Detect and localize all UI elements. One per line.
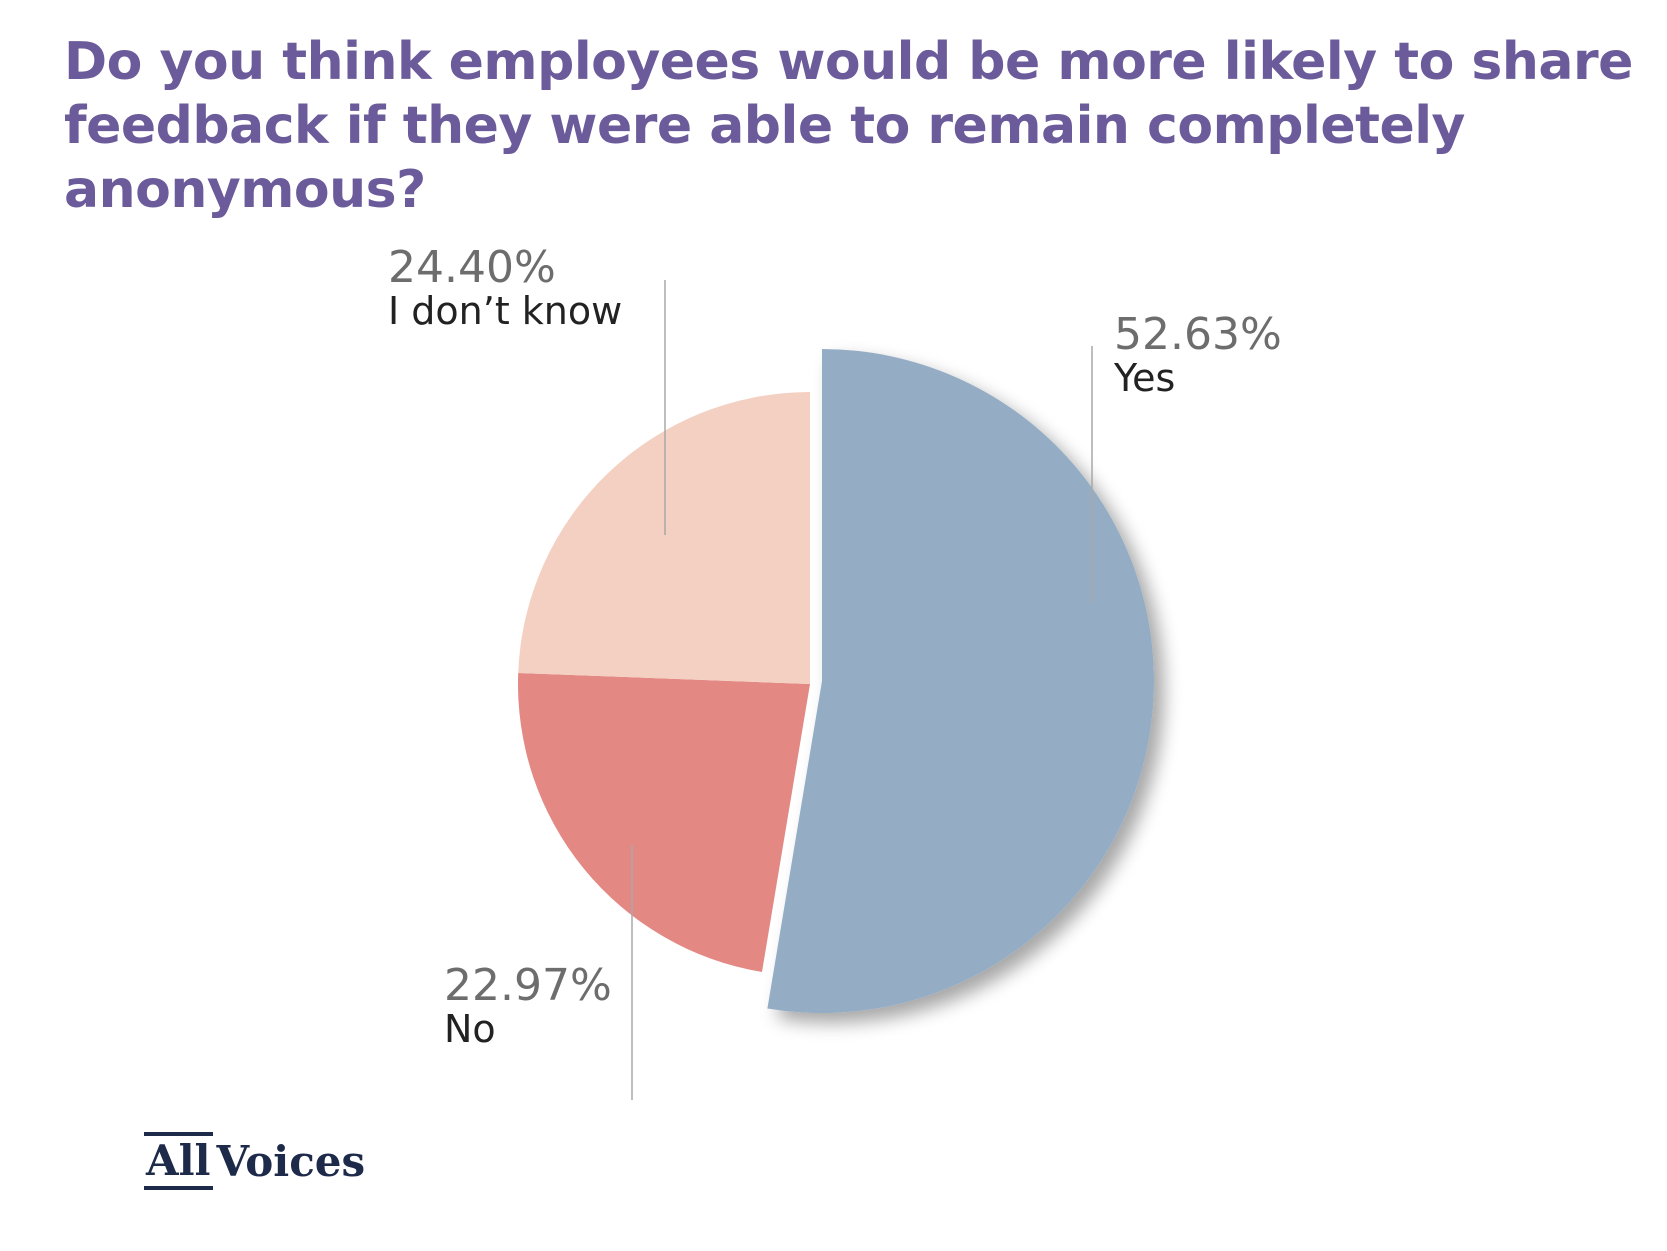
allvoices-logo: All Voices: [144, 1128, 365, 1194]
pie-slice-yes: [767, 349, 1155, 1013]
slice-percent-label: 24.40%: [388, 242, 556, 293]
slice-category-label: I don’t know: [388, 289, 622, 333]
logo-voices-text: Voices: [216, 1136, 366, 1186]
slice-percent-label: 22.97%: [444, 960, 612, 1011]
logo-all-text: All: [144, 1132, 213, 1190]
slice-category-label: No: [444, 1007, 496, 1051]
chart-title: Do you think employees would be more lik…: [64, 32, 1633, 220]
slice-category-label: Yes: [1113, 356, 1175, 400]
pie-slice-i-don-t-know: [518, 392, 810, 684]
slice-percent-label: 52.63%: [1114, 309, 1282, 360]
pie-slice-no: [518, 672, 810, 973]
